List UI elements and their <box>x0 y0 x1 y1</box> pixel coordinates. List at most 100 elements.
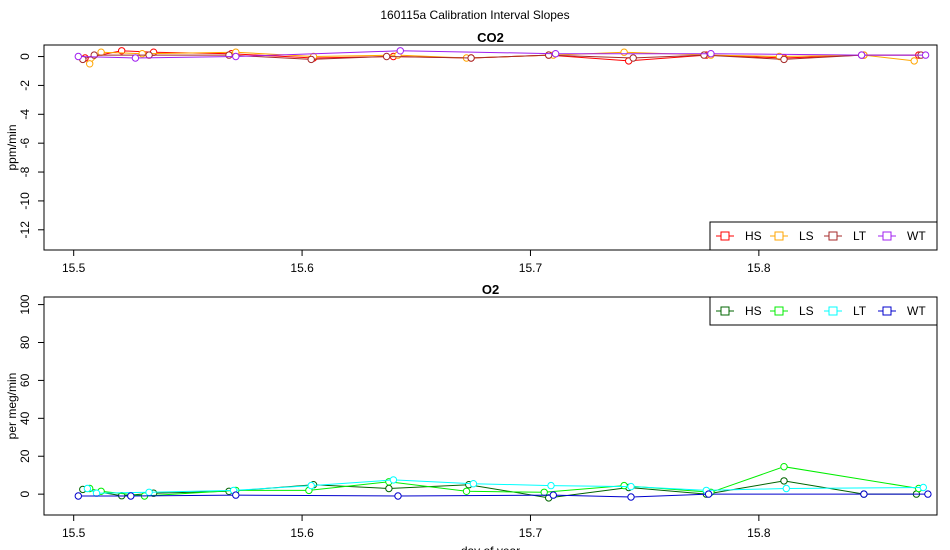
legend-entry-hs: HS <box>716 304 762 318</box>
legend-box <box>709 296 938 326</box>
series-line <box>89 466 919 497</box>
legend-marker <box>720 231 730 241</box>
data-point <box>467 54 475 62</box>
x-tick-label: 15.7 <box>519 261 543 275</box>
data-point <box>462 487 471 495</box>
plot-frame <box>43 296 938 516</box>
data-point <box>307 481 315 490</box>
x-tick-label: 15.7 <box>519 526 543 540</box>
legend-marker <box>882 231 892 241</box>
x-tick-label: 15.8 <box>747 261 771 275</box>
x-tick-label: 15.5 <box>62 261 86 275</box>
data-point <box>469 480 478 488</box>
data-point <box>549 491 557 499</box>
data-point <box>385 484 393 493</box>
data-point <box>97 48 105 56</box>
data-point <box>307 55 315 64</box>
legend: HS LS LT WT <box>709 221 938 251</box>
legend-entry-hs: HS <box>716 229 762 243</box>
plot-frame <box>43 44 938 251</box>
panel-title: O2 <box>482 282 499 297</box>
legend-entry-wt: WT <box>878 304 926 318</box>
data-point <box>394 492 402 500</box>
data-point <box>131 54 140 62</box>
legend-marker <box>720 306 730 316</box>
data-point <box>86 60 94 68</box>
y-tick-label: 0 <box>18 490 32 497</box>
data-point <box>921 51 930 59</box>
x-tick-label: 15.5 <box>62 526 86 540</box>
o2-panel: O2 0 20 40 60 80 100 15.5 15.6 15.7 15.8 per meg/mi… <box>5 282 938 550</box>
y-tick-label: 40 <box>18 411 32 425</box>
x-tick-label: 15.6 <box>290 261 314 275</box>
series-lt <box>83 476 927 497</box>
legend-entry-lt: LT <box>824 304 867 318</box>
data-point <box>780 463 788 471</box>
data-point <box>232 491 240 499</box>
legend-entry-wt: WT <box>878 229 926 243</box>
data-point <box>782 484 790 493</box>
legend-entry-ls: LS <box>770 304 814 318</box>
data-point <box>145 488 153 496</box>
legend-label: HS <box>745 304 762 318</box>
series-wt <box>74 490 932 501</box>
data-point <box>547 481 555 490</box>
y-tick-label: -6 <box>18 138 32 149</box>
data-point <box>232 52 240 61</box>
data-point <box>707 50 715 58</box>
y-tick-label: -10 <box>18 192 32 210</box>
y-tick-label: 0 <box>18 53 32 60</box>
y-tick-label: -2 <box>18 80 32 91</box>
data-point <box>627 482 635 491</box>
y-tick-label: -8 <box>18 166 32 177</box>
data-point <box>74 492 83 500</box>
legend-box <box>709 221 938 251</box>
y-tick-label: 20 <box>18 449 32 463</box>
data-point <box>540 488 548 496</box>
figure-title: 160115a Calibration Interval Slopes <box>380 8 569 22</box>
legend-marker <box>774 306 784 316</box>
panel-title: CO2 <box>477 30 504 45</box>
data-point <box>700 51 708 59</box>
data-point <box>138 50 146 58</box>
legend-label: LT <box>853 229 867 243</box>
data-point <box>396 47 404 55</box>
data-point <box>924 490 932 498</box>
co2-panel: CO2 0 -2 -4 -6 -8 -10 -12 15.5 15.6 15.7 15.8 ppm/mi… <box>5 30 938 275</box>
data-point <box>860 490 868 498</box>
legend-entry-ls: LS <box>770 229 814 243</box>
data-point <box>629 54 637 62</box>
legend-label: LT <box>853 304 867 318</box>
legend-label: LS <box>799 304 814 318</box>
legend-marker <box>828 231 838 241</box>
series-wt <box>74 47 930 62</box>
data-point <box>704 490 713 498</box>
data-point <box>83 484 92 493</box>
legend-marker <box>774 231 784 241</box>
data-point <box>389 476 398 484</box>
series-line <box>78 50 926 59</box>
data-point <box>551 50 560 58</box>
legend-label: LS <box>799 229 814 243</box>
x-axis-label: day of year <box>461 544 520 550</box>
data-point <box>919 483 927 492</box>
legend-label: WT <box>907 229 926 243</box>
legend-marker <box>828 306 838 316</box>
data-point <box>145 51 153 59</box>
data-point <box>127 492 135 500</box>
data-point <box>225 51 233 59</box>
data-point <box>545 51 553 59</box>
data-point <box>780 477 788 485</box>
y-tick-label: -12 <box>18 221 32 239</box>
data-point <box>620 481 628 490</box>
data-point <box>857 51 866 59</box>
x-tick-label: 15.6 <box>290 526 314 540</box>
legend-label: HS <box>745 229 762 243</box>
y-axis-label: ppm/min <box>5 124 19 170</box>
data-point <box>910 57 918 65</box>
y-tick-label: 80 <box>18 336 32 350</box>
y-tick-label: 60 <box>18 373 32 387</box>
legend-marker <box>882 306 892 316</box>
